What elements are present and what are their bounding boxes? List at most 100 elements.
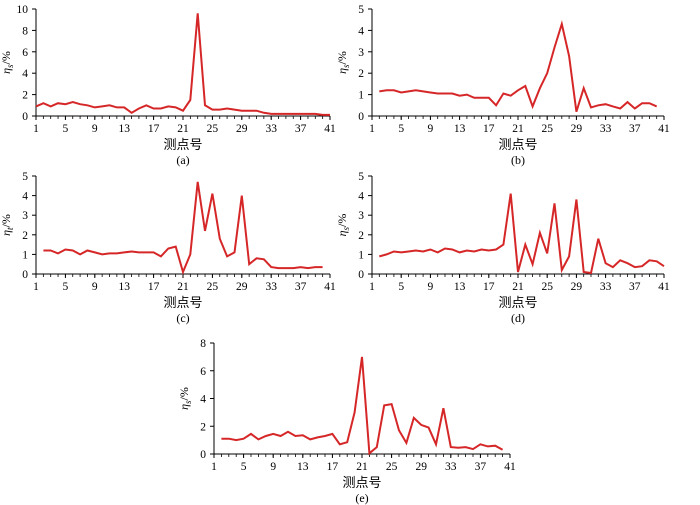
data-point [383, 404, 385, 406]
data-point [422, 250, 424, 252]
data-point [270, 113, 272, 115]
y-tick-label: 10 [17, 4, 29, 16]
data-point [561, 23, 563, 25]
y-tick-label: 4 [200, 394, 206, 406]
x-tick-label: 1 [33, 281, 39, 293]
data-point [444, 93, 446, 95]
x-tick-label: 33 [600, 281, 612, 293]
data-point [428, 427, 430, 429]
data-point [415, 89, 417, 91]
data-point [583, 87, 585, 89]
data-point [479, 443, 481, 445]
y-tick-label: 3 [22, 210, 28, 222]
data-point [634, 266, 636, 268]
data-point [451, 249, 453, 251]
data-point [42, 249, 44, 251]
x-tick-label: 13 [118, 281, 130, 293]
data-point [400, 251, 402, 253]
y-tick-label: 4 [358, 25, 364, 37]
data-point [339, 443, 341, 445]
data-point [354, 411, 356, 413]
data-point [378, 90, 380, 92]
data-point [346, 441, 348, 443]
data-point [368, 452, 370, 454]
x-tick-label: 29 [571, 281, 583, 293]
x-axis-label: 测点号 [163, 295, 202, 310]
data-point [568, 55, 570, 57]
y-tick-label: 6 [22, 47, 28, 59]
data-point [189, 99, 191, 101]
data-point [393, 250, 395, 252]
data-point [123, 106, 125, 108]
data-point [378, 255, 380, 257]
data-point [285, 267, 287, 269]
x-tick-label: 5 [63, 281, 69, 293]
data-point [160, 255, 162, 257]
data-point [415, 249, 417, 251]
chart-panel-a: 1 5 9 13 17 21 25 29 33 37 41 0 2 4 6 8 10 ηs/% 测点号(a) [0, 4, 336, 167]
x-tick-label: 1 [33, 123, 39, 135]
y-axis-label: ηs/% [335, 214, 351, 237]
x-tick-label: 41 [504, 461, 516, 473]
y-label-symbol: η [177, 404, 191, 410]
data-point [420, 424, 422, 426]
x-tick-label: 1 [369, 123, 375, 135]
data-point [153, 251, 155, 253]
y-tick-label: 3 [358, 210, 364, 222]
data-point [292, 267, 294, 269]
y-tick-label: 5 [358, 4, 364, 16]
data-point [400, 91, 402, 93]
data-point [597, 238, 599, 240]
x-axis-label: 测点号 [498, 295, 537, 310]
data-point [324, 435, 326, 437]
data-point [495, 249, 497, 251]
x-tick-label: 17 [327, 461, 339, 473]
data-point [459, 251, 461, 253]
data-point [94, 251, 96, 253]
data-point [109, 104, 111, 106]
y-tick-label: 3 [358, 47, 364, 59]
y-tick-label: 2 [358, 230, 364, 242]
data-point [197, 12, 199, 14]
series-line [221, 356, 504, 456]
data-point [554, 202, 556, 204]
x-axis-label: 测点号 [342, 475, 381, 490]
data-point [211, 109, 213, 111]
y-label-subscript: s [5, 64, 15, 68]
x-tick-label: 21 [177, 281, 189, 293]
data-point [583, 271, 585, 273]
panel-label: (b) [511, 153, 525, 167]
x-tick-label: 5 [398, 123, 404, 135]
data-point [331, 433, 333, 435]
data-point [413, 417, 415, 419]
y-tick-label: 0 [358, 269, 364, 281]
data-point [50, 249, 52, 251]
y-label-unit: /% [335, 214, 349, 227]
data-point [322, 114, 324, 116]
x-tick-label: 33 [265, 281, 277, 293]
data-point [487, 445, 489, 447]
data-point [138, 108, 140, 110]
x-tick-label: 21 [512, 123, 524, 135]
data-point [532, 263, 534, 265]
data-point [287, 431, 289, 433]
data-point [256, 110, 258, 112]
data-point [57, 102, 59, 104]
y-tick-label: 8 [200, 338, 206, 350]
data-point [322, 266, 324, 268]
data-point [219, 238, 221, 240]
y-label-unit: /% [0, 51, 13, 64]
panel-label: (c) [176, 311, 189, 325]
data-point [241, 110, 243, 112]
data-point [641, 265, 643, 267]
x-tick-label: 17 [483, 123, 495, 135]
data-point [612, 105, 614, 107]
data-point [539, 87, 541, 89]
data-point [204, 104, 206, 106]
x-tick-label: 17 [148, 281, 160, 293]
data-point [138, 251, 140, 253]
data-point [280, 435, 282, 437]
x-tick-label: 37 [475, 461, 487, 473]
data-point [314, 113, 316, 115]
